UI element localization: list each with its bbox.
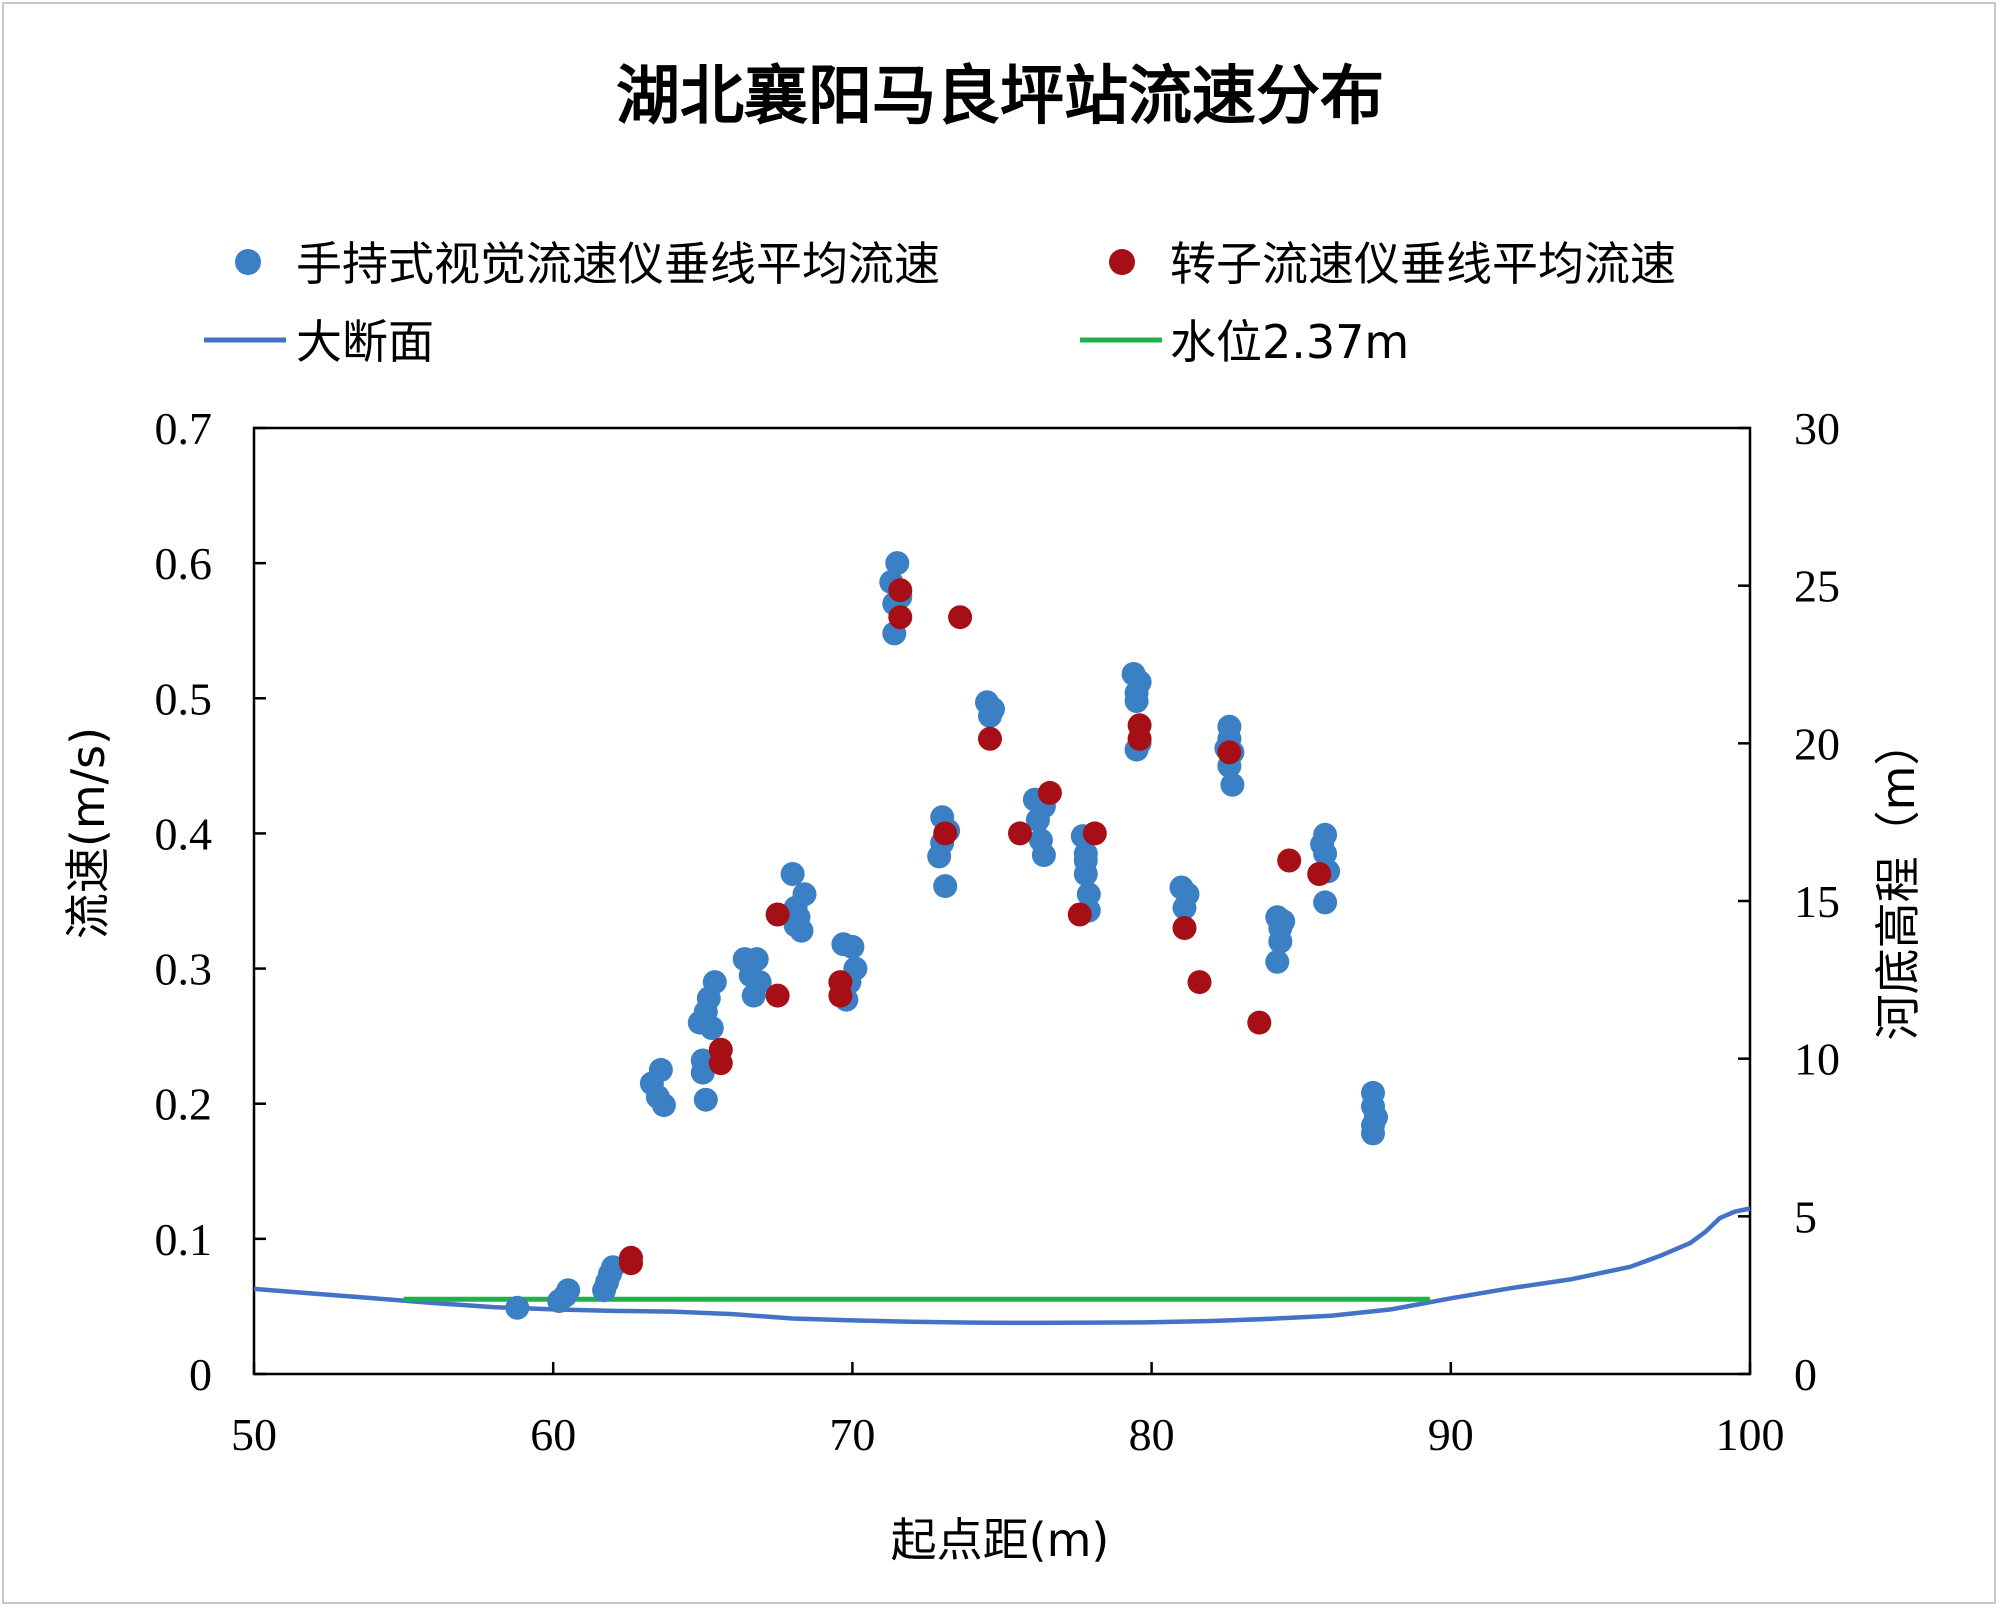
legend: 手持式视觉流速仪垂线平均流速 转子流速仪垂线平均流速 大断面 水位2.37m xyxy=(204,237,1676,369)
y-axis-left: 0 0.1 0.2 0.3 0.4 0.5 0.6 0.7 xyxy=(155,403,266,1400)
x-tick-label: 90 xyxy=(1428,1409,1474,1460)
rotor-point xyxy=(888,605,913,630)
y2-tick-label: 0 xyxy=(1794,1349,1817,1400)
y-tick-label: 0.7 xyxy=(155,403,213,454)
visual-point xyxy=(702,970,727,995)
visual-point xyxy=(789,918,814,943)
x-tick-label: 50 xyxy=(231,1409,277,1460)
visual-point xyxy=(601,1255,625,1280)
visual-point xyxy=(1124,689,1149,713)
rotor-point xyxy=(1008,821,1032,846)
visual-point xyxy=(1031,843,1056,868)
visual-point xyxy=(1073,848,1098,873)
y2-tick-label: 10 xyxy=(1794,1034,1840,1085)
y-axis-label: 流速(m/s) xyxy=(61,727,115,939)
plot-area xyxy=(252,426,1752,1376)
rotor-velocity-points xyxy=(619,578,1332,1276)
visual-point xyxy=(1313,890,1338,915)
x-tick-label: 60 xyxy=(530,1409,576,1460)
visual-point xyxy=(648,1057,673,1082)
visual-point xyxy=(505,1295,530,1320)
visual-point xyxy=(1175,882,1200,907)
visual-point xyxy=(1361,1121,1385,1146)
rotor-point xyxy=(1127,713,1152,738)
legend-marker-rotor xyxy=(1109,249,1135,275)
y2-tick-label: 30 xyxy=(1794,403,1840,454)
visual-point xyxy=(556,1278,581,1303)
x-tick-label: 100 xyxy=(1716,1409,1785,1460)
x-axis-label: 起点距(m) xyxy=(891,1513,1110,1567)
y-axis-right: 0 5 10 15 20 25 30 xyxy=(1738,403,1840,1400)
visual-point xyxy=(885,551,910,576)
legend-marker-visual xyxy=(235,249,261,275)
legend-label-water: 水位2.37m xyxy=(1170,315,1409,369)
rotor-point xyxy=(1247,1010,1272,1035)
visual-point xyxy=(690,1060,715,1085)
rotor-point xyxy=(888,578,913,603)
y-tick-label: 0.6 xyxy=(155,538,213,589)
y2-tick-label: 15 xyxy=(1794,876,1840,927)
visual-point xyxy=(1265,949,1290,974)
y2-tick-label: 5 xyxy=(1794,1191,1817,1242)
rotor-point xyxy=(1172,916,1197,940)
visual-point xyxy=(693,1087,718,1112)
y-tick-label: 0 xyxy=(189,1349,212,1400)
visual-point xyxy=(792,882,817,907)
visual-point xyxy=(1268,929,1293,954)
rotor-point xyxy=(828,970,853,995)
rotor-point xyxy=(765,983,790,1008)
rotor-point xyxy=(1307,862,1332,886)
line-series xyxy=(253,1206,1751,1326)
rotor-point xyxy=(765,902,790,927)
legend-label-visual: 手持式视觉流速仪垂线平均流速 xyxy=(296,237,940,291)
rotor-point xyxy=(708,1037,733,1062)
y-tick-label: 0.5 xyxy=(155,673,213,724)
visual-point xyxy=(744,947,769,972)
visual-point xyxy=(699,1016,724,1040)
rotor-point xyxy=(1037,780,1062,805)
rotor-point xyxy=(1217,740,1242,765)
legend-label-section: 大断面 xyxy=(296,315,434,369)
chart-title: 湖北襄阳马良坪站流速分布 xyxy=(616,60,1384,134)
visual-point xyxy=(651,1093,676,1118)
x-tick-label: 70 xyxy=(829,1409,875,1460)
y2-tick-label: 20 xyxy=(1794,718,1840,769)
rotor-point xyxy=(619,1245,643,1270)
visual-point xyxy=(747,970,772,995)
x-axis: 50 60 70 80 90 100 xyxy=(231,1362,1785,1460)
visual-point xyxy=(981,697,1005,722)
y-tick-label: 0.2 xyxy=(155,1079,213,1130)
y2-axis-label: 河底高程（m） xyxy=(1871,720,1925,1041)
visual-point xyxy=(1220,772,1245,797)
visual-point xyxy=(840,934,865,959)
section-line xyxy=(253,1206,1751,1326)
y2-tick-label: 25 xyxy=(1794,561,1840,612)
y-tick-label: 0.4 xyxy=(155,808,213,859)
rotor-point xyxy=(1082,821,1107,846)
rotor-point xyxy=(978,726,1002,751)
rotor-point xyxy=(1277,848,1302,873)
visual-point xyxy=(1127,670,1152,695)
rotor-point xyxy=(948,605,973,630)
y-tick-label: 0.3 xyxy=(155,944,213,995)
rotor-point xyxy=(1187,970,1212,995)
visual-point xyxy=(780,862,805,886)
y-tick-label: 0.1 xyxy=(155,1214,213,1265)
rotor-point xyxy=(933,821,958,846)
visual-point xyxy=(933,874,958,899)
legend-label-rotor: 转子流速仪垂线平均流速 xyxy=(1170,237,1676,291)
visual-velocity-points xyxy=(505,551,1388,1320)
visual-point xyxy=(1271,909,1296,934)
x-tick-label: 80 xyxy=(1129,1409,1175,1460)
rotor-point xyxy=(1067,902,1092,927)
visual-point xyxy=(1310,832,1335,857)
